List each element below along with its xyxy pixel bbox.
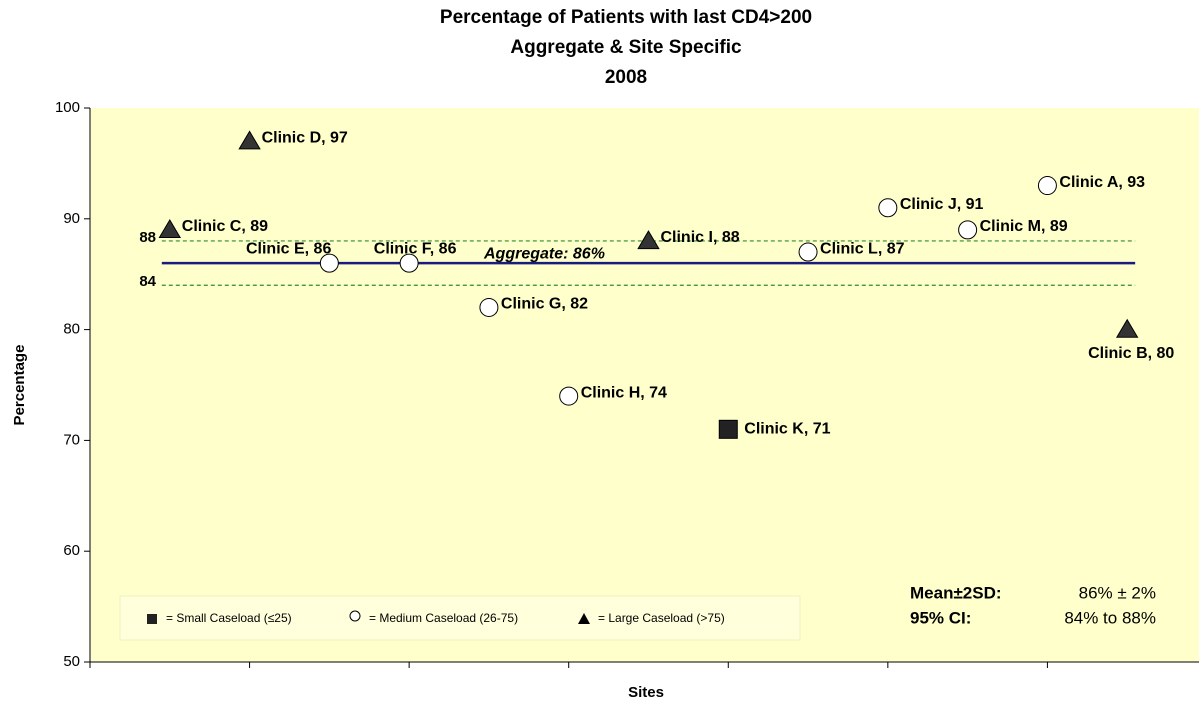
point-label: Clinic H, 74	[581, 384, 667, 401]
point-label: Clinic C, 89	[182, 218, 268, 235]
stats-label: Mean±2SD:	[910, 583, 1002, 602]
point-label: Clinic K, 71	[744, 421, 830, 438]
chart-title: 2008	[605, 67, 647, 88]
legend-label: = Large Caseload (>75)	[598, 611, 725, 625]
y-tick-label: 80	[63, 321, 80, 338]
legend-label: = Medium Caseload (26-75)	[369, 611, 518, 625]
reference-label: 88	[139, 229, 156, 246]
y-tick-label: 50	[63, 653, 80, 670]
legend-marker	[349, 610, 361, 622]
point-label: Clinic D, 97	[262, 129, 348, 146]
legend-label: = Small Caseload (≤25)	[166, 611, 292, 625]
point	[238, 130, 261, 150]
chart-title: Percentage of Patients with last CD4>200	[440, 7, 812, 28]
legend-marker	[578, 613, 590, 624]
y-tick-label: 60	[63, 542, 80, 559]
point	[1037, 176, 1057, 196]
point	[637, 230, 660, 250]
point-label: Clinic E, 86	[246, 240, 331, 257]
point	[958, 220, 978, 240]
point-label: Clinic I, 88	[660, 229, 739, 246]
point	[559, 386, 579, 406]
point	[798, 242, 818, 262]
point	[399, 253, 419, 273]
point	[158, 218, 182, 239]
point-label: Clinic J, 91	[900, 196, 984, 213]
reference-label: Aggregate: 86%	[483, 245, 605, 262]
point-label: Clinic B, 80	[1088, 345, 1174, 362]
legend-box	[119, 595, 801, 641]
chart-title: Aggregate & Site Specific	[510, 37, 742, 58]
stats-value: 86% ± 2%	[1079, 583, 1156, 602]
y-tick-label: 100	[55, 99, 80, 116]
point-label: Clinic L, 87	[820, 240, 905, 257]
stats-label: 95% CI:	[910, 608, 971, 627]
y-axis-label: Percentage	[11, 345, 28, 426]
reference-label: 84	[139, 273, 156, 290]
point	[878, 198, 898, 218]
y-tick-label: 70	[63, 431, 80, 448]
point-label: Clinic A, 93	[1059, 174, 1145, 191]
point-label: Clinic G, 82	[501, 296, 588, 313]
x-axis-label: Sites	[628, 684, 664, 701]
point-label: Clinic F, 86	[374, 240, 457, 257]
point	[479, 297, 499, 317]
point	[718, 419, 738, 439]
plot-area	[90, 108, 1199, 662]
legend-marker	[147, 614, 157, 624]
point	[319, 253, 339, 273]
point-label: Clinic M, 89	[980, 218, 1068, 235]
point	[1115, 318, 1139, 338]
stats-value: 84% to 88%	[1064, 608, 1156, 627]
y-tick-label: 90	[63, 210, 80, 227]
